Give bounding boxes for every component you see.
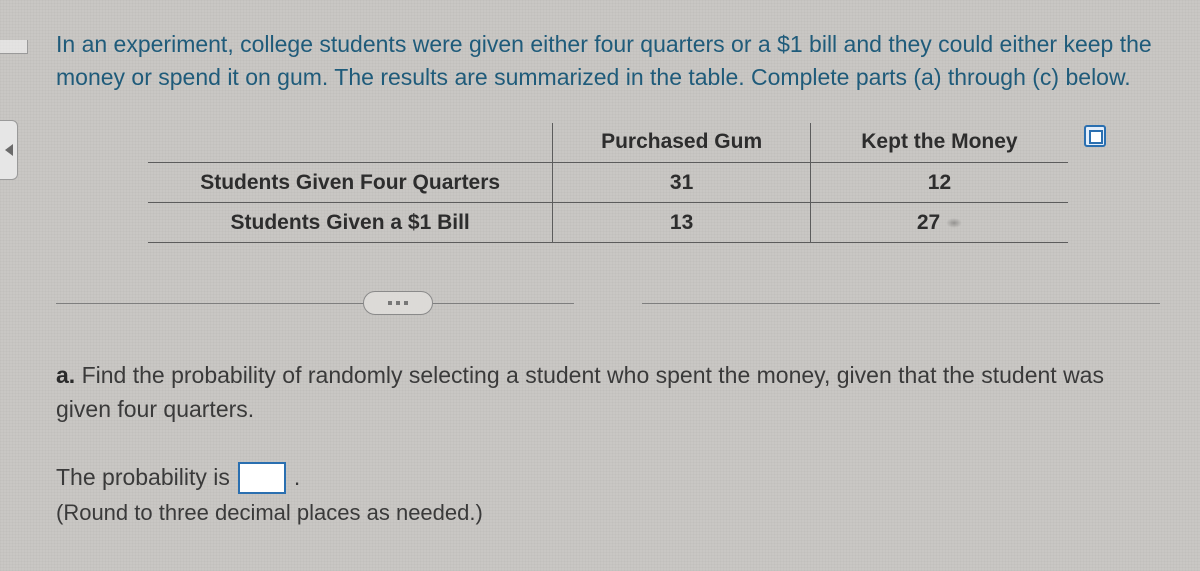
chevron-left-icon [5,144,13,156]
table-row: Students Given Four Quarters 31 12 [148,163,1068,203]
answer-line: The probability is . [56,462,1160,494]
data-table: Purchased Gum Kept the Money Students Gi… [148,123,1068,244]
part-a-question: a. Find the probability of randomly sele… [56,359,1160,426]
cell-quarters-purchased: 31 [553,163,811,203]
section-divider [56,291,1160,315]
table-header-row: Purchased Gum Kept the Money [148,123,1068,163]
data-table-container: Purchased Gum Kept the Money Students Gi… [148,123,1068,244]
expand-sidebar-tab[interactable] [0,120,18,180]
table-header-kept: Kept the Money [810,123,1068,163]
copy-table-button[interactable] [1084,125,1106,147]
expand-divider-button[interactable] [363,291,433,315]
dot-icon [396,301,400,305]
answer-period: . [294,464,300,491]
rounding-note: (Round to three decimal places as needed… [56,500,1160,526]
dot-icon [388,301,392,305]
table-header-purchased: Purchased Gum [553,123,811,163]
probability-input[interactable] [238,462,286,494]
row-label-bill: Students Given a $1 Bill [148,203,553,243]
page-corner-mark [0,40,28,54]
answer-prefix: The probability is [56,464,230,491]
part-a-section: a. Find the probability of randomly sele… [56,359,1160,526]
dot-icon [404,301,408,305]
cell-bill-purchased: 13 [553,203,811,243]
table-header-blank [148,123,553,163]
row-label-quarters: Students Given Four Quarters [148,163,553,203]
problem-prompt: In an experiment, college students were … [56,28,1160,95]
part-a-question-text: Find the probability of randomly selecti… [56,362,1104,421]
divider-line-right [642,303,1160,304]
cell-bill-kept: 27 [810,203,1068,243]
part-a-label: a. [56,362,75,388]
cell-quarters-kept: 12 [810,163,1068,203]
divider-line-left [56,303,574,304]
question-content: In an experiment, college students were … [0,0,1200,571]
cell-bill-kept-value: 27 [917,211,940,234]
table-row: Students Given a $1 Bill 13 27 [148,203,1068,243]
smudge-icon [946,218,962,228]
